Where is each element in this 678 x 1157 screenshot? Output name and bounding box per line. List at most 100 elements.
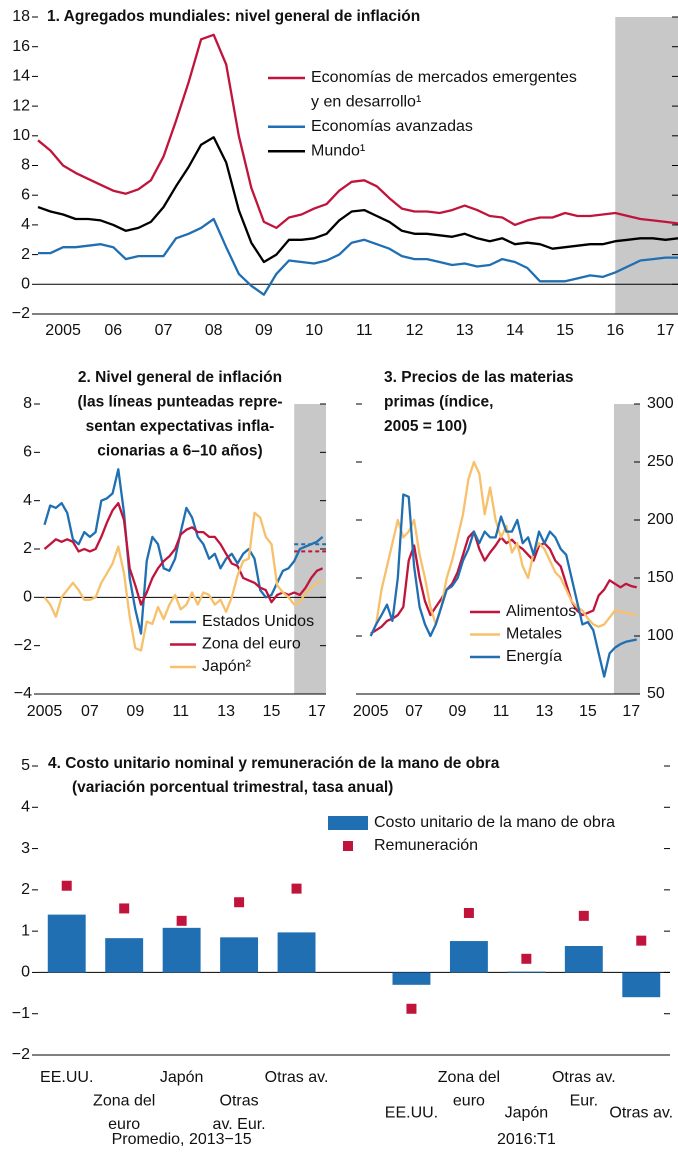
x-tick-label: 16	[606, 322, 624, 339]
bar	[162, 927, 201, 973]
x-tick-label: euro	[453, 1093, 485, 1110]
y-tick-label: 16	[12, 38, 30, 55]
legend-label: Zona del euro	[202, 636, 301, 653]
series-line	[38, 217, 678, 296]
x-tick-label: 09	[126, 703, 144, 720]
y-tick-label: 3	[21, 840, 30, 857]
legend-label: Alimentos	[506, 603, 576, 620]
legend-label: Economías de mercados emergentes	[311, 69, 577, 86]
projection-shade	[615, 17, 678, 314]
chart-title: (variación porcentual trimestral, tasa a…	[72, 779, 393, 796]
chart-title: cionarias a 6–10 años)	[97, 442, 262, 459]
chart-title: sentan expectativas infla-	[86, 418, 275, 435]
x-tick-label: EE.UU.	[385, 1104, 438, 1121]
y-tick-label: 8	[21, 157, 30, 174]
x-tick-label: 14	[506, 322, 524, 339]
legend-label: y en desarrollo¹	[311, 94, 421, 111]
marker	[176, 915, 187, 926]
marker	[291, 883, 302, 894]
y-tick-label: 6	[21, 186, 30, 203]
legend-label: Costo unitario de la mano de obra	[374, 814, 615, 831]
x-tick-label: 15	[263, 703, 281, 720]
marker	[636, 935, 647, 946]
y-tick-label: 2	[21, 881, 30, 898]
y-tick-label: −2	[12, 1046, 30, 1063]
y-tick-label: 200	[647, 511, 674, 528]
legend-swatch	[343, 841, 353, 851]
x-tick-label: Japón	[160, 1069, 204, 1086]
y-tick-label: 4	[23, 492, 32, 509]
marker	[234, 897, 245, 908]
y-tick-label: 5	[21, 757, 30, 774]
x-tick-label: 13	[456, 322, 474, 339]
bar	[449, 941, 488, 973]
y-tick-label: 50	[647, 685, 665, 702]
bar	[564, 946, 603, 973]
marker	[406, 1003, 417, 1014]
y-tick-label: −2	[14, 637, 32, 654]
y-tick-label: 1	[21, 922, 30, 939]
series-line	[37, 136, 678, 264]
y-tick-label: 8	[23, 395, 32, 412]
y-tick-label: 0	[23, 589, 32, 606]
series-line	[370, 530, 637, 635]
series-line	[43, 468, 324, 635]
legend-label: Metales	[506, 626, 562, 643]
x-tick-label: Otras av.	[552, 1069, 616, 1086]
bar	[220, 937, 259, 973]
chart-title: 4. Costo unitario nominal y remuneración…	[48, 755, 500, 772]
marker	[61, 880, 72, 891]
x-tick-label: 09	[255, 322, 273, 339]
bar	[47, 914, 86, 973]
y-tick-label: 10	[12, 127, 30, 144]
series-line	[369, 460, 637, 637]
x-tick-label: 17	[657, 322, 675, 339]
chart-title: (las líneas punteadas repre-	[77, 393, 282, 410]
x-tick-label: 2005	[45, 322, 81, 339]
legend-label: Mundo¹	[311, 142, 365, 159]
x-tick-label: 10	[305, 322, 323, 339]
legend-swatch	[328, 816, 368, 830]
y-tick-label: 6	[23, 444, 32, 461]
projection-shade	[613, 404, 640, 694]
y-tick-label: 2	[23, 540, 32, 557]
y-tick-label: 12	[12, 97, 30, 114]
chart-title: 3. Precios de las materias	[384, 369, 574, 386]
marker	[119, 903, 130, 914]
x-tick-label: 08	[205, 322, 223, 339]
y-tick-label: 300	[647, 395, 674, 412]
y-tick-label: −1	[12, 1005, 30, 1022]
chart-title: 2005 = 100)	[384, 418, 467, 435]
y-tick-label: 100	[647, 627, 674, 644]
x-tick-label: 17	[622, 703, 640, 720]
x-tick-label: 13	[536, 703, 554, 720]
y-tick-label: 2	[21, 246, 30, 263]
legend-label: Economías avanzadas	[311, 118, 473, 135]
x-tick-label: 07	[405, 703, 423, 720]
legend-label: Remuneración	[374, 837, 478, 854]
y-tick-label: −4	[14, 685, 32, 702]
y-tick-label: 0	[21, 964, 30, 981]
bar	[105, 938, 144, 973]
x-tick-label: Otras av.	[609, 1104, 673, 1121]
bar	[507, 971, 546, 973]
x-tick-label: 15	[579, 703, 597, 720]
x-tick-label: av. Eur.	[213, 1116, 266, 1133]
legend-label: Japón²	[202, 658, 252, 675]
group-label: Promedio, 2013−15	[112, 1131, 252, 1148]
x-tick-label: EE.UU.	[40, 1069, 93, 1086]
x-tick-label: 11	[172, 703, 189, 720]
marker	[463, 907, 474, 918]
bar	[392, 972, 431, 985]
x-tick-label: 15	[556, 322, 574, 339]
series-line	[369, 493, 637, 678]
x-tick-label: 06	[104, 322, 122, 339]
x-tick-label: 2005	[27, 703, 63, 720]
series-line	[37, 33, 678, 230]
x-tick-label: Zona del	[93, 1093, 155, 1110]
series-line	[43, 511, 324, 652]
y-tick-label: 4	[21, 216, 30, 233]
x-tick-label: 11	[493, 703, 510, 720]
